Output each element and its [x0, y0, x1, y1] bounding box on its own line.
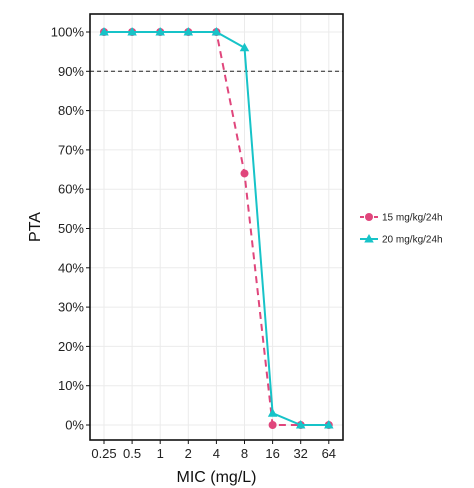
data-point: [127, 27, 137, 36]
y-tick-label: 40%: [58, 260, 84, 275]
x-tick-label: 16: [265, 446, 279, 461]
grid-lines: [90, 14, 343, 440]
legend: 15 mg/kg/24h 20 mg/kg/24h: [360, 213, 443, 246]
data-point: [239, 42, 250, 52]
data-point: [155, 27, 165, 36]
x-tick-label: 0.5: [123, 446, 141, 461]
y-tick-label: 50%: [58, 221, 84, 236]
y-tick-label: 70%: [58, 142, 84, 157]
data-point: [211, 27, 222, 36]
x-tick-label: 8: [241, 446, 248, 461]
x-tick-label: 4: [213, 446, 220, 461]
y-axis-title: PTA: [27, 212, 44, 242]
data-point: [240, 169, 249, 178]
y-tick-labels: 0% 10% 20% 30% 40% 50% 60% 70% 80% 90% 100%: [51, 25, 85, 433]
legend-label: 15 mg/kg/24h: [382, 213, 443, 224]
data-point: [324, 420, 334, 429]
legend-key-marker: [364, 234, 374, 243]
legend-key-marker: [365, 213, 373, 221]
y-tick-label: 60%: [58, 182, 84, 197]
data-point: [295, 420, 306, 429]
data-point: [183, 27, 194, 36]
y-tick-label: 30%: [58, 300, 84, 315]
data-point: [99, 27, 109, 36]
y-tick-label: 90%: [58, 64, 84, 79]
x-axis-title: MIC (mg/L): [177, 469, 257, 486]
data-point: [267, 408, 278, 417]
y-tick-label: 100%: [51, 25, 85, 40]
y-tick-label: 10%: [58, 378, 84, 393]
data-point: [268, 421, 277, 429]
series-layer: [99, 27, 334, 429]
y-tick-label: 0%: [65, 418, 84, 433]
x-tick-label: 0.25: [91, 446, 116, 461]
x-tick-label: 32: [293, 446, 307, 461]
x-tick-label: 2: [185, 446, 192, 461]
x-tick-label: 1: [157, 446, 164, 461]
x-tick-label: 64: [322, 446, 336, 461]
y-tick-label: 80%: [58, 103, 84, 118]
x-tick-labels: 0.25 0.5 1 2 4 8 16 32 64: [91, 446, 336, 461]
y-tick-label: 20%: [58, 339, 84, 354]
axes: [86, 13, 344, 444]
legend-label: 20 mg/kg/24h: [382, 235, 443, 246]
